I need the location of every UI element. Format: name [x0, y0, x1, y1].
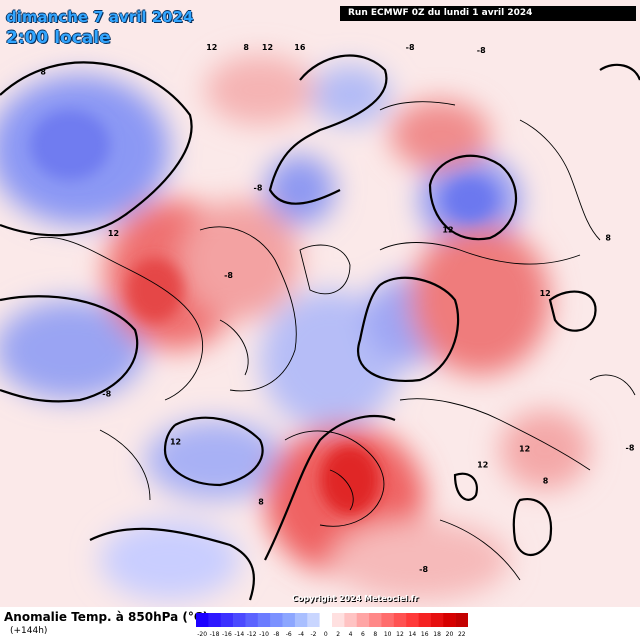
legend-tick-label: 6 — [361, 631, 365, 638]
color-scale-legend: -20 -18 -16 -14 -12 -10 -8 -6 -4 -2 0 2 4 6 8 10 12 14 16 1… — [196, 613, 468, 638]
legend-swatch — [430, 613, 444, 627]
legend-tick-label: 14 — [409, 631, 417, 638]
legend-tick-label: 18 — [433, 631, 441, 638]
contour-label: 16 — [294, 43, 306, 52]
zero-anomaly-contours — [0, 54, 640, 601]
cold-anomaly-arctic-band — [260, 290, 400, 430]
legend-tick-label: -18 — [210, 631, 220, 638]
coastlines — [29, 101, 636, 581]
legend-tick-label: 12 — [396, 631, 404, 638]
warm-anomaly-far-east — [390, 100, 490, 170]
legend-swatch — [418, 613, 432, 627]
contour-label: -8 — [406, 43, 415, 52]
legend-tick-label: 22 — [458, 631, 466, 638]
legend-swatch — [307, 613, 320, 627]
legend-swatch — [393, 613, 407, 627]
warm-anomaly-alaska — [205, 55, 315, 125]
warm-anomaly-south — [330, 520, 510, 600]
contour-label: -8 — [419, 565, 428, 574]
legend-swatch — [344, 613, 358, 627]
legend-swatch — [319, 613, 333, 627]
forecast-time: 2:00 locale — [6, 28, 111, 48]
legend-swatch — [220, 613, 234, 627]
legend-swatch — [257, 613, 271, 627]
legend-tick-label: -6 — [286, 631, 292, 638]
contour-label: 12 — [442, 225, 453, 234]
contour-label: 8 — [258, 497, 264, 506]
legend-swatch — [208, 613, 222, 627]
legend-swatch — [245, 613, 259, 627]
contour-label: 8 — [243, 43, 249, 52]
cold-anomaly-bottom-left — [100, 520, 240, 600]
cold-anomaly-north-atlantic — [145, 420, 285, 500]
legend-swatch — [233, 613, 246, 627]
contour-value-labels: 12 12 8 12 12 8 -8 -8 -8 -8 12 16 8 12 12 -8 -8 12 8 8 -8 — [40, 43, 634, 574]
lead-time: (+144h) — [10, 626, 48, 636]
legend-tick-label: 4 — [349, 631, 353, 638]
copyright: Copyright 2024 Meteociel.fr — [292, 594, 419, 603]
variable-title: Anomalie Temp. à 850hPa (°C) — [4, 610, 209, 624]
legend-swatch — [270, 613, 283, 627]
contour-label: -8 — [224, 271, 233, 280]
warm-anomaly-southeast — [500, 410, 590, 490]
run-banner: Run ECMWF 0Z du lundi 1 avril 2024 — [340, 6, 636, 21]
legend-tick-label: 2 — [336, 631, 340, 638]
legend-swatch — [356, 613, 370, 627]
legend-tick-label: -12 — [247, 631, 257, 638]
legend-swatch — [406, 613, 419, 627]
legend-tick-label: -4 — [298, 631, 304, 638]
legend-swatch — [381, 613, 395, 627]
legend-swatch — [443, 613, 456, 627]
legend-tick-label: 16 — [421, 631, 429, 638]
legend-tick-label: -8 — [273, 631, 279, 638]
legend-swatch — [332, 613, 345, 627]
legend-swatch — [455, 613, 468, 627]
contour-label: -8 — [477, 46, 486, 55]
legend-tick-label: -14 — [234, 631, 244, 638]
anomaly-map: 12 12 8 12 12 8 -8 -8 -8 -8 12 16 8 12 12 -8 -8 12 8 8 -8 — [0, 0, 640, 607]
forecast-date: dimanche 7 avril 2024 — [6, 8, 194, 26]
contour-label: 8 — [543, 476, 549, 485]
contour-label: 8 — [40, 67, 46, 76]
legend-tick-label: -10 — [259, 631, 269, 638]
contour-label: 8 — [605, 233, 611, 242]
contour-label: 12 — [108, 229, 119, 238]
legend-swatch — [369, 613, 382, 627]
contour-label: 12 — [206, 43, 217, 52]
legend-tick-label: -20 — [197, 631, 207, 638]
warm-anomaly-central-asia — [410, 225, 550, 375]
cold-anomaly-southwest — [0, 300, 145, 400]
contour-label: 12 — [262, 43, 273, 52]
legend-tick-label: 10 — [384, 631, 392, 638]
warm-anomaly-canada — [180, 200, 300, 320]
legend-tick-label: -16 — [222, 631, 232, 638]
contour-label: -8 — [626, 443, 635, 452]
legend-tick-label: 0 — [324, 631, 328, 638]
cold-anomaly-siberia-north — [310, 65, 390, 125]
legend-swatch — [294, 613, 308, 627]
contour-label: 12 — [540, 289, 551, 298]
cold-anomaly-greenland-sea — [265, 155, 335, 225]
contour-label: -8 — [102, 389, 111, 398]
legend-tick-label: 8 — [373, 631, 377, 638]
contour-label: 12 — [519, 444, 530, 453]
legend-tick-label: 20 — [446, 631, 454, 638]
legend-swatch — [282, 613, 296, 627]
legend-tick-label: -2 — [310, 631, 316, 638]
legend-swatch — [196, 613, 209, 627]
contour-label: 12 — [477, 461, 488, 470]
contour-label: -8 — [254, 183, 263, 192]
contour-label: 12 — [170, 438, 181, 447]
